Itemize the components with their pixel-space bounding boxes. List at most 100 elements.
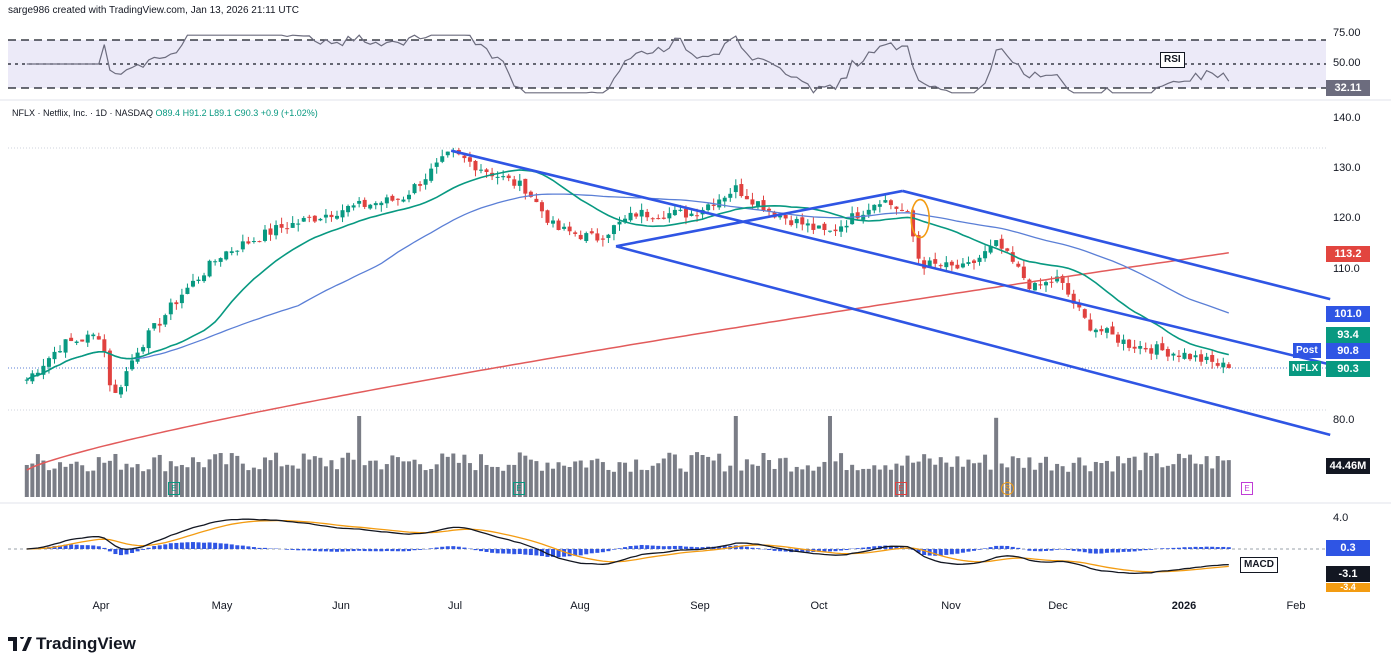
candle-body	[1021, 266, 1026, 279]
macd-histogram-bar	[85, 545, 90, 549]
volume-bar	[971, 463, 976, 497]
split-marker[interactable]: S	[1001, 482, 1014, 495]
macd-histogram-bar	[1049, 549, 1054, 551]
macd-line	[26, 518, 1229, 575]
volume-bar	[1215, 456, 1220, 497]
macd-histogram-bar	[318, 549, 323, 552]
candle-body	[767, 208, 772, 211]
candle-body	[107, 350, 112, 386]
candle-body	[279, 224, 284, 228]
trend-channel-line	[615, 189, 903, 248]
candle-body	[944, 262, 949, 268]
candle-body	[1055, 276, 1060, 282]
volume-bar	[1171, 464, 1176, 497]
macd-histogram-bar	[262, 547, 267, 549]
macd-histogram-bar	[695, 547, 700, 549]
volume-bar	[207, 459, 212, 497]
macd-histogram-bar	[224, 543, 229, 549]
volume-bar	[733, 416, 738, 497]
candle-body	[750, 199, 755, 205]
macd-histogram-bar	[1099, 549, 1104, 554]
earnings-marker[interactable]: E	[895, 482, 907, 495]
macd-histogram-bar	[661, 546, 666, 549]
volume-bar	[262, 457, 267, 497]
macd-histogram-bar	[595, 549, 600, 553]
volume-bar	[700, 455, 705, 497]
volume-bar	[911, 462, 916, 497]
legend-close: C90.3	[234, 108, 259, 118]
macd-histogram-bar	[1221, 546, 1226, 549]
macd-histogram-bar	[163, 544, 168, 549]
macd-histogram-bar	[479, 549, 484, 552]
macd-histogram-bar	[207, 542, 212, 549]
macd-histogram-bar	[418, 549, 423, 550]
volume-bar	[1110, 471, 1115, 497]
candle-body	[711, 204, 716, 206]
macd-histogram-bar	[1005, 545, 1010, 549]
volume-bar	[717, 453, 722, 497]
volume-bar	[711, 460, 716, 497]
volume-bar	[772, 468, 777, 497]
macd-histogram-bar	[866, 546, 871, 549]
candle-body	[1160, 343, 1165, 351]
volume-bar	[35, 454, 40, 497]
candle-body	[285, 228, 290, 230]
tradingview-logo: TradingView	[8, 634, 136, 654]
rsi-label[interactable]: RSI	[1160, 52, 1185, 68]
rsi-level-50: 50.00	[1333, 57, 1361, 69]
candle-body	[74, 341, 79, 343]
macd-histogram-bar	[744, 546, 749, 549]
macd-histogram-bar	[96, 546, 101, 549]
macd-histogram-bar	[401, 549, 406, 552]
macd-label[interactable]: MACD	[1240, 557, 1278, 573]
volume-bar	[390, 455, 395, 497]
macd-histogram-bar	[861, 547, 866, 549]
trend-channel-line	[902, 189, 1331, 301]
volume-bar	[213, 454, 218, 497]
volume-bar	[739, 470, 744, 497]
macd-histogram-bar	[1143, 549, 1148, 551]
tradingview-icon	[8, 637, 32, 651]
macd-histogram-bar	[1165, 548, 1170, 549]
volume-bar	[224, 464, 229, 497]
macd-histogram-bar	[1171, 547, 1176, 549]
candle-body	[390, 195, 395, 201]
candle-body	[312, 215, 317, 222]
volume-bar	[855, 470, 860, 497]
candle-body	[1005, 248, 1010, 251]
candle-body	[262, 229, 267, 241]
macd-histogram-bar	[1027, 549, 1032, 551]
volume-bar	[135, 464, 140, 497]
volume-bar	[1066, 471, 1071, 497]
volume-bar	[235, 455, 240, 497]
volume-bar	[229, 453, 234, 497]
macd-histogram-bar	[506, 549, 511, 554]
x-tick-aug: Aug	[570, 600, 590, 612]
earnings-marker[interactable]: E	[168, 482, 180, 495]
volume-bar	[866, 468, 871, 497]
upcoming-earnings-marker[interactable]: E	[1241, 482, 1253, 495]
volume-bar	[833, 461, 838, 497]
volume-bar	[185, 467, 190, 497]
candle-body	[966, 262, 971, 264]
candle-body	[1010, 252, 1015, 262]
candle-body	[744, 195, 749, 200]
candle-body	[102, 339, 107, 353]
volume-bar	[539, 470, 544, 497]
volume-bar	[312, 456, 317, 497]
macd-histogram-bar	[1093, 549, 1098, 554]
candle-body	[1077, 302, 1082, 308]
volume-bar	[118, 469, 123, 497]
rsi-level-75: 75.00	[1333, 27, 1361, 39]
volume-bar	[102, 462, 107, 497]
volume-bar	[323, 466, 328, 497]
candle-body	[861, 214, 866, 220]
volume-bar	[1176, 453, 1181, 497]
candle-body	[883, 200, 888, 203]
candle-body	[368, 204, 373, 209]
candle-body	[933, 259, 938, 264]
volume-bar	[556, 462, 561, 497]
macd-histogram-bar	[772, 549, 777, 551]
earnings-marker[interactable]: E	[513, 482, 525, 495]
